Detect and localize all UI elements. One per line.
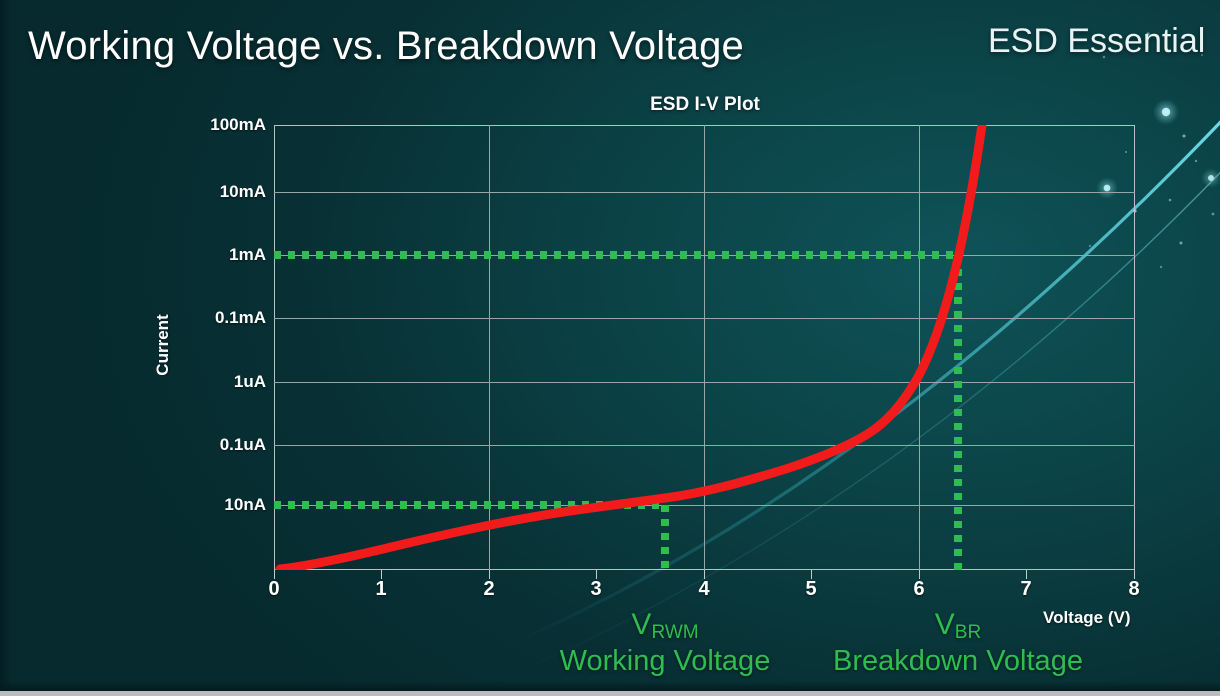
x-tick-label: 7 <box>1020 578 1032 600</box>
plot-area <box>274 125 1135 570</box>
y-tick-label: 10mA <box>219 182 266 201</box>
x-tick-label: 2 <box>483 578 495 600</box>
slide-bottom-shadow <box>0 681 1220 691</box>
working-voltage-label: Working Voltage <box>559 645 771 677</box>
brand-label: ESD Essential <box>988 22 1206 60</box>
chart-svg <box>274 125 987 570</box>
vbr-symbol-subscript: BR <box>954 622 982 644</box>
gridline-vertical <box>489 125 490 570</box>
x-axis-label: Voltage (V) <box>1043 608 1131 627</box>
x-tick-label: 1 <box>375 578 387 600</box>
vrwm-symbol-subscript: RWM <box>651 622 699 644</box>
x-tick-label: 0 <box>268 578 280 600</box>
y-tick-label: 1uA <box>233 372 266 391</box>
breakdown-voltage-label: Breakdown Voltage <box>833 645 1083 677</box>
x-tick-label: 6 <box>913 578 925 600</box>
x-tick-label: 8 <box>1128 578 1140 600</box>
x-tick-label: 3 <box>590 578 602 600</box>
gridline-vertical <box>919 125 920 570</box>
x-tick-label: 5 <box>805 578 817 600</box>
vrwm-symbol: VRWM <box>631 608 698 644</box>
x-axis-ticks: 0 1 2 3 4 5 6 7 8 <box>268 578 1139 608</box>
iv-curve <box>275 125 987 570</box>
y-tick-label: 10nA <box>224 495 266 514</box>
y-tick-label: 100mA <box>210 115 266 134</box>
left-edge-band <box>0 0 12 696</box>
x-axis-tickmarks <box>274 570 1135 580</box>
gridline-vertical <box>704 125 705 570</box>
y-tick-label: 1mA <box>229 245 266 264</box>
x-tick-label: 4 <box>698 578 710 600</box>
slide-bottom-strip <box>0 691 1220 696</box>
y-tick-label: 0.1uA <box>219 435 266 454</box>
y-axis-ticks: 100mA 10mA 1mA 0.1mA 1uA 0.1uA 10nA <box>0 115 274 570</box>
vbr-symbol-base: V <box>934 608 955 641</box>
vbr-symbol: VBR <box>935 608 981 644</box>
page-title: Working Voltage vs. Breakdown Voltage <box>28 24 744 68</box>
y-tick-label: 0.1mA <box>214 308 266 327</box>
vrwm-symbol-base: V <box>631 608 652 641</box>
chart-title: ESD I-V Plot <box>650 94 760 115</box>
